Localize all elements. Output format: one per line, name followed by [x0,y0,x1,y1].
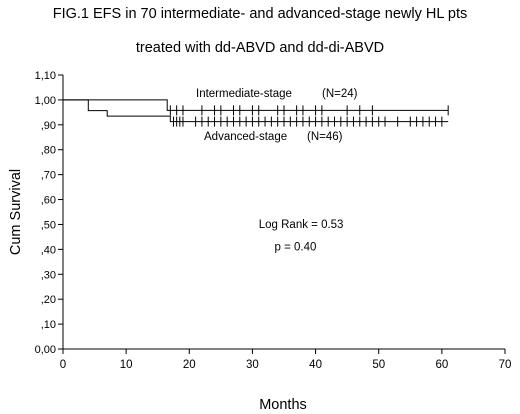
annotation-log-rank: Log Rank = 0.53 [259,219,344,231]
y-tick-label: ,60 [41,195,56,207]
y-tick-label: ,90 [41,120,56,132]
x-tick-label: 0 [60,359,66,371]
x-tick-label: 70 [499,359,512,371]
annotation-p-value: p = 0.40 [275,242,317,254]
y-tick-label: 1,10 [35,70,56,82]
y-tick-label: ,10 [41,319,56,331]
chart-title-line-1: FIG.1 EFS in 70 intermediate- and advanc… [52,6,468,22]
y-tick-label: ,70 [41,170,56,182]
x-tick-label: 10 [120,359,133,371]
y-axis-label: Cum Survival [8,169,24,255]
y-tick-label: ,40 [41,244,56,256]
y-tick-label: 1,00 [35,95,56,107]
series-line-intermediate [63,99,449,111]
x-tick-label: 30 [246,359,259,371]
x-tick-label: 50 [372,359,385,371]
series-label-intermediate-n: (N=24) [322,88,358,100]
series-label-advanced-n: (N=46) [307,131,343,143]
x-axis-label: Months [259,397,307,413]
y-tick-label: 0,00 [35,344,56,356]
y-tick-label: ,80 [41,145,56,157]
y-tick-label: ,30 [41,269,56,281]
series-label-advanced: Advanced-stage [204,131,287,143]
x-tick-label: 20 [183,359,196,371]
series-label-intermediate: Intermediate-stage [196,88,292,100]
x-tick-label: 60 [435,359,448,371]
y-tick-label: ,50 [41,219,56,231]
chart-title-line-2: treated with dd-ABVD and dd-di-ABVD [135,40,385,56]
series-line-advanced [63,99,449,123]
y-tick-label: ,20 [41,294,56,306]
x-tick-label: 40 [309,359,322,371]
